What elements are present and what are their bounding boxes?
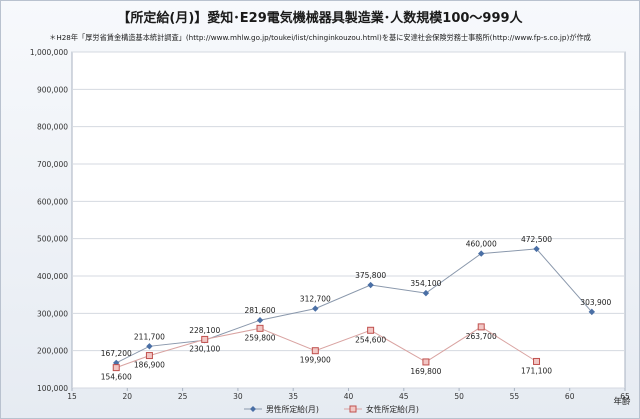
x-tick-label: 45 [399, 392, 409, 401]
x-tick-label: 30 [233, 392, 243, 401]
data-point-female [477, 323, 485, 331]
data-label: 303,900 [580, 298, 611, 307]
x-tick-label: 65 [620, 392, 630, 401]
y-tick-label: 600,000 [37, 197, 68, 206]
x-tick-label: 50 [454, 392, 464, 401]
data-point-male [256, 317, 264, 324]
x-tick-label: 20 [123, 392, 133, 401]
y-tick-label: 300,000 [37, 309, 68, 318]
legend-item-female: 女性所定給(月) [344, 404, 419, 414]
data-label: 230,100 [189, 344, 220, 353]
y-tick-label: 500,000 [37, 235, 68, 244]
data-label: 263,700 [466, 332, 497, 341]
data-label: 281,600 [245, 306, 276, 315]
data-label: 254,600 [355, 335, 386, 344]
data-label: 211,700 [134, 332, 165, 341]
data-point-male [312, 305, 319, 312]
y-tick-label: 200,000 [37, 347, 68, 356]
chart-title: 【所定給(月)】愛知･E29電気機械器具製造業･人数規模100～999人 [117, 10, 523, 26]
data-label: 199,900 [300, 356, 331, 365]
data-point-female [201, 335, 209, 343]
x-tick-label: 55 [510, 392, 520, 401]
legend-item-male: 男性所定給(月) [244, 404, 319, 414]
data-point-male [422, 289, 430, 297]
y-tick-label: 700,000 [37, 160, 68, 169]
data-point-male [367, 281, 374, 289]
x-tick-label: 15 [67, 392, 77, 401]
data-label: 228,100 [189, 326, 220, 335]
x-tick-label: 35 [288, 392, 298, 401]
data-label: 472,500 [521, 235, 552, 244]
y-axis-ticks: 100,000 200,000 300,000 400,000 500,000 600,0… [30, 48, 68, 393]
x-axis-label: 年齢 [613, 396, 631, 407]
data-label: 171,100 [521, 366, 552, 375]
data-point-female [256, 324, 264, 332]
data-point-female [112, 364, 120, 372]
data-label: 375,800 [355, 271, 386, 280]
data-point-male [146, 343, 153, 350]
data-label: 354,100 [410, 279, 441, 288]
data-point-male [588, 308, 596, 316]
legend-marker [250, 406, 256, 412]
y-tick-label: 1,000,000 [30, 48, 68, 57]
data-label: 167,200 [101, 349, 132, 358]
data-label: 154,600 [101, 373, 132, 382]
data-point-female [311, 347, 319, 355]
y-tick-label: 400,000 [37, 272, 68, 281]
legend: 男性所定給(月) 女性所定給(月) [244, 404, 419, 414]
legend-marker [349, 405, 357, 413]
data-label: 312,700 [300, 295, 331, 304]
gridlines [72, 51, 625, 389]
x-tick-label: 40 [344, 392, 354, 401]
plot-area [71, 51, 626, 389]
x-tick-label: 25 [178, 392, 188, 401]
data-label: 259,800 [245, 333, 276, 342]
x-tick-label: 60 [565, 392, 575, 401]
legend-label: 女性所定給(月) [366, 404, 419, 414]
y-tick-label: 800,000 [37, 123, 68, 132]
data-label: 460,000 [466, 240, 497, 249]
x-axis-ticks: 15 20 25 30 35 40 45 50 55 60 65 [67, 388, 630, 401]
data-point-female [367, 326, 375, 334]
series-line [115, 248, 593, 364]
y-tick-label: 900,000 [37, 85, 68, 94]
data-point-female [533, 357, 541, 365]
data-point-male [478, 250, 485, 257]
data-point-male [533, 245, 540, 253]
y-tick-label: 100,000 [37, 384, 68, 393]
data-label: 169,800 [410, 367, 441, 376]
legend-label: 男性所定給(月) [266, 404, 319, 414]
data-point-female [422, 358, 430, 366]
data-label: 186,900 [134, 361, 165, 370]
data-point-female [145, 352, 153, 360]
chart-subtitle: ＊H28年「厚労省賃金構造基本統計調査」(http://www.mhlw.go.… [49, 33, 591, 42]
